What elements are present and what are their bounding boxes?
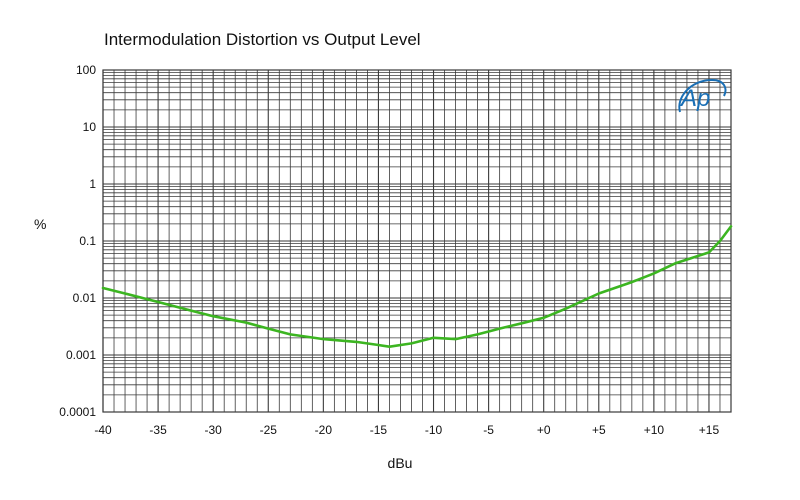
y-tick-label: 0.001 (66, 348, 96, 362)
x-axis-label: dBu (387, 455, 413, 471)
y-tick-label: 10 (83, 120, 97, 134)
y-tick-label: 1 (89, 177, 96, 191)
x-tick-label: -30 (205, 423, 223, 437)
y-tick-label: 0.1 (79, 234, 96, 248)
ap-logo-icon: Ap (678, 78, 727, 113)
x-tick-label: -5 (483, 423, 494, 437)
series-line (101, 225, 733, 349)
y-axis-label: % (34, 216, 47, 232)
x-tick-label: -40 (94, 423, 112, 437)
y-tick-label: 0.01 (73, 291, 97, 305)
x-tick-label: +15 (699, 423, 720, 437)
x-tick-label: +10 (644, 423, 665, 437)
x-tick-label: +0 (537, 423, 551, 437)
x-tick-label: -25 (260, 423, 278, 437)
chart-title: Intermodulation Distortion vs Output Lev… (104, 30, 421, 49)
x-tick-label: -10 (425, 423, 443, 437)
y-tick-label: 0.0001 (59, 405, 96, 419)
x-tick-label: -35 (149, 423, 167, 437)
x-tick-label: -20 (315, 423, 333, 437)
x-tick-label: +5 (592, 423, 606, 437)
svg-text:Ap: Ap (679, 85, 710, 112)
x-tick-label: -15 (370, 423, 388, 437)
y-tick-label: 100 (76, 63, 96, 77)
